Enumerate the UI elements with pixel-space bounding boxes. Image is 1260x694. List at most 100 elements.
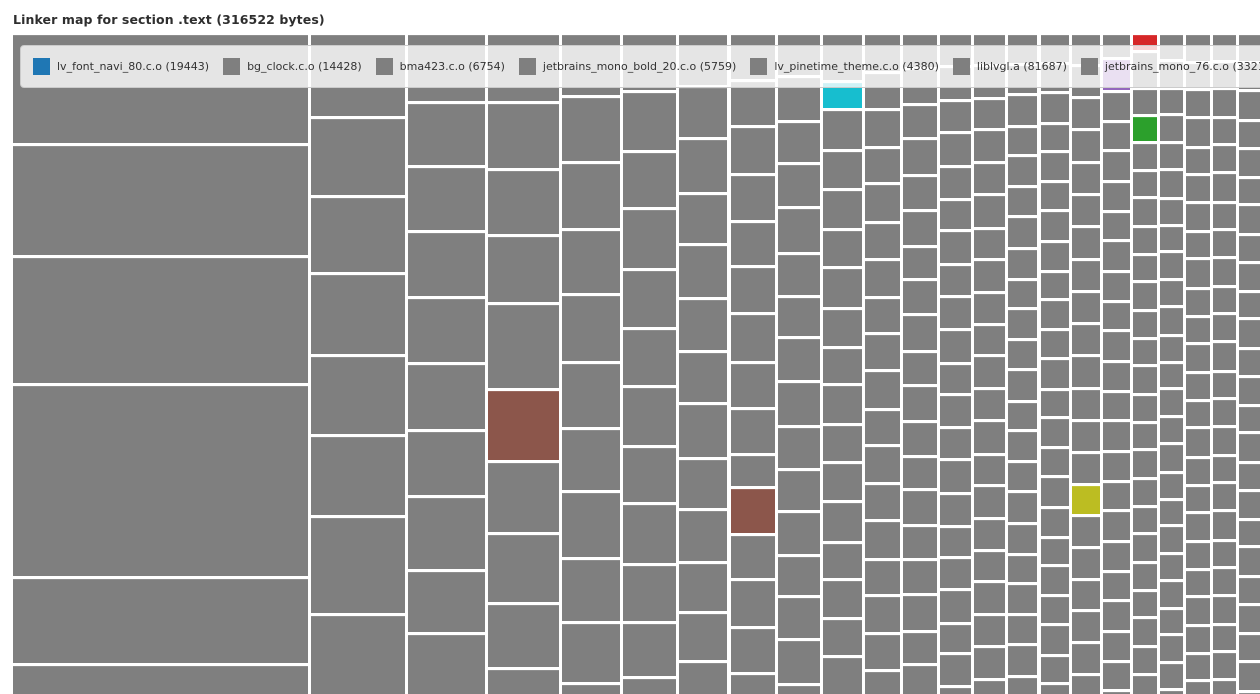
treemap-block — [865, 149, 900, 182]
treemap-block — [974, 616, 1005, 645]
treemap-block — [1133, 312, 1157, 337]
treemap-block — [623, 505, 676, 563]
treemap-block — [488, 104, 559, 168]
treemap-block — [1239, 350, 1260, 375]
treemap-block — [940, 201, 971, 229]
treemap-block — [311, 119, 405, 195]
treemap-block — [679, 140, 727, 192]
treemap-block — [1072, 486, 1100, 514]
treemap-block — [1160, 474, 1183, 498]
treemap-block — [1160, 364, 1183, 387]
treemap-block — [903, 527, 937, 558]
treemap-block — [13, 666, 308, 694]
legend-item-label: lv_font_navi_80.c.o (19443) — [57, 60, 210, 73]
legend-item: jetbrains_mono_bold_20.c.o (5759) — [518, 58, 736, 75]
treemap-block — [823, 386, 862, 423]
treemap-block — [679, 246, 727, 297]
treemap-block — [562, 296, 620, 361]
treemap-block — [865, 522, 900, 558]
treemap-block — [1160, 445, 1183, 471]
treemap-block — [1213, 146, 1236, 171]
treemap-block — [562, 624, 620, 682]
treemap-block — [865, 335, 900, 369]
treemap-block — [488, 305, 559, 388]
treemap-block — [1133, 117, 1157, 141]
treemap-block — [1072, 581, 1100, 609]
treemap-block — [1186, 204, 1210, 230]
treemap-block — [823, 581, 862, 617]
treemap-block — [865, 411, 900, 444]
treemap-block — [974, 390, 1005, 419]
treemap-block — [679, 663, 727, 694]
treemap-block — [1041, 539, 1069, 564]
treemap-block — [974, 648, 1005, 678]
treemap-block — [1239, 236, 1260, 261]
treemap-block — [1103, 242, 1130, 270]
treemap-block — [1186, 543, 1210, 568]
treemap-block — [1186, 119, 1210, 146]
treemap-block — [679, 88, 727, 137]
legend-item: bma423.c.o (6754) — [375, 58, 505, 75]
treemap-block — [778, 686, 820, 694]
treemap-block — [1133, 676, 1157, 694]
treemap-block — [408, 299, 485, 362]
treemap-block — [940, 655, 971, 685]
treemap-block — [488, 237, 559, 302]
treemap-block — [1103, 393, 1130, 419]
treemap-block — [1041, 94, 1069, 122]
treemap-block — [731, 456, 775, 486]
treemap-block — [1213, 400, 1236, 425]
treemap-block — [408, 365, 485, 429]
treemap-block — [974, 326, 1005, 354]
treemap-block — [731, 410, 775, 453]
legend-item: jetbrains_mono_76.c.o (3321) — [1080, 58, 1260, 75]
treemap-block — [940, 102, 971, 131]
treemap-block — [903, 316, 937, 350]
treemap-block — [1160, 555, 1183, 579]
treemap-block — [865, 111, 900, 146]
treemap-block — [974, 100, 1005, 128]
treemap-block — [1213, 119, 1236, 143]
treemap-block — [903, 633, 937, 663]
treemap-block — [865, 485, 900, 519]
treemap-block — [865, 447, 900, 482]
treemap-block — [1008, 556, 1037, 582]
treemap-block — [1041, 183, 1069, 209]
treemap-block — [1008, 96, 1037, 125]
treemap-block — [562, 164, 620, 228]
treemap-block — [1103, 633, 1130, 660]
treemap-block — [974, 357, 1005, 387]
treemap-block — [1213, 343, 1236, 370]
legend-item: lv_font_navi_80.c.o (19443) — [33, 58, 209, 75]
treemap-block — [1239, 293, 1260, 317]
treemap-block — [865, 635, 900, 669]
treemap-block — [679, 460, 727, 508]
treemap-block — [1008, 646, 1037, 675]
treemap-block — [488, 605, 559, 667]
treemap-block — [1008, 525, 1037, 553]
treemap-block — [903, 666, 937, 694]
treemap-block — [1072, 612, 1100, 641]
treemap-block — [1213, 457, 1236, 481]
treemap-block — [778, 513, 820, 554]
treemap-block — [311, 616, 405, 694]
treemap-block — [1103, 543, 1130, 570]
treemap-block — [823, 503, 862, 541]
treemap-block — [1072, 325, 1100, 354]
treemap-block — [1008, 218, 1037, 247]
treemap-block — [940, 429, 971, 458]
treemap-block — [1186, 149, 1210, 173]
treemap-block — [1239, 92, 1260, 119]
treemap-block — [731, 536, 775, 578]
treemap-block — [1041, 478, 1069, 506]
treemap-block — [488, 535, 559, 602]
treemap-block — [1103, 213, 1130, 239]
treemap-block — [940, 134, 971, 165]
treemap-block — [903, 212, 937, 245]
treemap-block — [903, 561, 937, 593]
treemap-block — [1008, 128, 1037, 154]
treemap-block — [679, 564, 727, 611]
treemap-block — [562, 364, 620, 427]
treemap-block — [1041, 301, 1069, 328]
treemap-block — [1160, 337, 1183, 361]
